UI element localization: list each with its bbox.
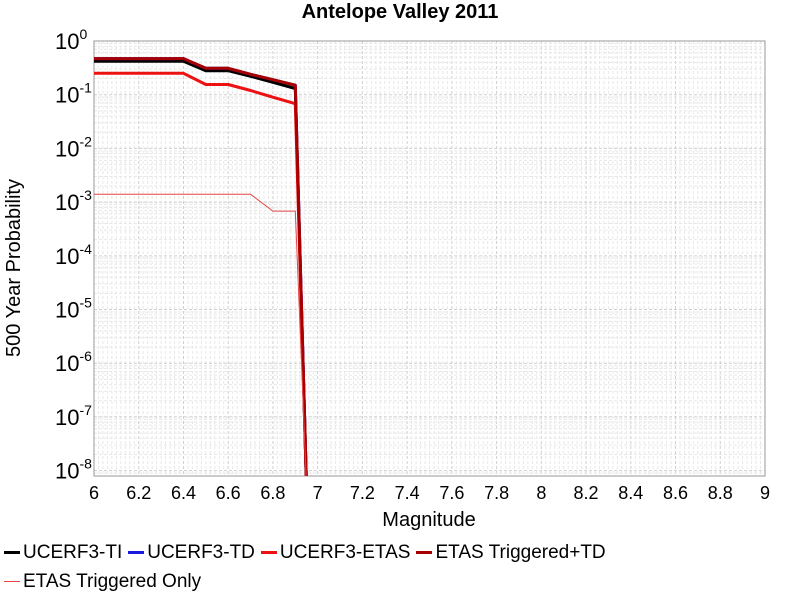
x-tick-label: 9 [760, 483, 770, 503]
legend-swatch [4, 551, 20, 554]
chart-legend: UCERF3-TI UCERF3-TD UCERF3-ETAS ETAS Tri… [4, 538, 794, 596]
legend-item-ucerf3-etas: UCERF3-ETAS [260, 541, 411, 564]
legend-label: UCERF3-ETAS [279, 541, 411, 563]
x-tick-label: 7 [313, 483, 323, 503]
x-tick-label: 7.2 [350, 483, 375, 503]
x-tick-label: 6.2 [126, 483, 151, 503]
series-line-0 [94, 59, 308, 476]
series-line-4 [94, 193, 307, 476]
x-tick-label: 7.6 [439, 483, 464, 503]
x-tick-label: 8.4 [618, 483, 643, 503]
y-tick-label: 10-3 [55, 187, 92, 215]
legend-row: ETAS Triggered Only [4, 567, 794, 596]
x-tick-label: 8.8 [708, 483, 733, 503]
series-line-3 [94, 57, 308, 476]
chart-title: Antelope Valley 2011 [302, 1, 499, 23]
x-tick-label: 7.4 [395, 483, 420, 503]
y-tick-label: 100 [55, 26, 87, 54]
y-tick-label: 10-5 [55, 295, 92, 323]
x-tick-label: 8 [536, 483, 546, 503]
legend-item-ucerf3-td: UCERF3-TD [128, 542, 255, 564]
x-tick-label: 6.8 [260, 483, 285, 503]
x-tick-label: 8.6 [663, 483, 688, 503]
legend-item-etas-triggered-only: ETAS Triggered Only [4, 571, 201, 593]
y-axis-label: 500 Year Probability [3, 179, 25, 357]
legend-item-etas-triggered-td: ETAS Triggered+TD [416, 541, 606, 564]
legend-label: ETAS Triggered+TD [435, 541, 606, 563]
y-tick-label: 10-8 [55, 456, 92, 484]
x-tick-label: 8.2 [574, 483, 599, 503]
legend-label: UCERF3-TI [23, 541, 123, 563]
y-tick-label: 10-1 [55, 80, 92, 108]
series-layer [94, 57, 308, 476]
legend-label: UCERF3-TD [147, 541, 255, 563]
x-tick-label: 6.6 [216, 483, 241, 503]
legend-swatch [4, 581, 20, 582]
y-tick-label: 10-7 [55, 402, 92, 430]
legend-label: ETAS Triggered Only [23, 570, 202, 592]
legend-swatch [128, 551, 145, 554]
x-axis-ticks: 6 6.2 6.4 6.6 6.8 7 7.2 7.4 7.6 7.8 8 8.2 8.4 8.6 8.8 9 [89, 483, 770, 503]
y-tick-label: 10-2 [55, 133, 92, 161]
x-tick-label: 6 [89, 483, 99, 503]
y-tick-label: 10-4 [55, 241, 92, 269]
plot-area [93, 40, 766, 477]
grid-lines [93, 41, 766, 477]
series-line-2 [94, 71, 308, 476]
legend-swatch [416, 551, 433, 554]
probability-chart: Antelope Valley 2011 6 6.2 6.4 6.6 6.8 7 7.2 7.… [3, 1, 770, 531]
x-tick-label: 6.4 [171, 483, 196, 503]
y-tick-label: 10-6 [55, 348, 92, 376]
y-axis-ticks: 100 10-1 10-2 10-3 10-4 10-5 10-6 10-7 10-8 [55, 26, 92, 484]
legend-swatch [260, 551, 277, 554]
x-tick-label: 7.8 [484, 483, 509, 503]
legend-item-ucerf3-ti: UCERF3-TI [4, 542, 122, 564]
legend-row: UCERF3-TI UCERF3-TD UCERF3-ETAS ETAS Tri… [4, 538, 794, 567]
x-axis-label: Magnitude [382, 509, 475, 531]
